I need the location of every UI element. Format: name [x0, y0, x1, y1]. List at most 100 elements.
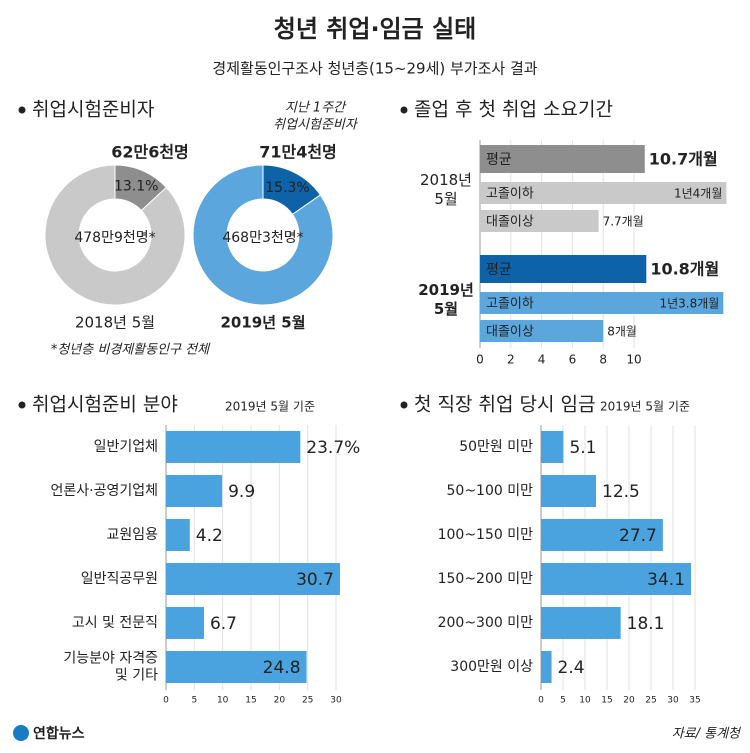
x-tick-label: 0 [476, 353, 484, 367]
value-label: 4.2 [196, 526, 223, 546]
bullet [18, 106, 26, 114]
logo-icon [13, 725, 29, 741]
group-label: 5월 [434, 190, 457, 208]
slice-label: 13.1% [114, 178, 158, 194]
bullet [18, 401, 26, 409]
category-label: 200~300 미만 [438, 615, 534, 631]
count-label: 62만6천명 [111, 143, 189, 162]
value-label: 6.7 [210, 614, 237, 634]
category-label: 100~150 미만 [438, 527, 534, 543]
x-tick-label: 0 [163, 696, 169, 706]
category-label: 고졸이하 [486, 297, 534, 312]
value-label: 24.8 [263, 658, 301, 678]
value-label: 2.4 [558, 658, 585, 678]
footnote: *청년층 비경제활동인구 전체 [51, 343, 211, 358]
bar [541, 519, 663, 551]
category-label: 평균 [486, 152, 512, 168]
pie-slice [44, 164, 186, 306]
group-label: 2019년 [418, 281, 474, 299]
x-tick-label: 25 [645, 696, 656, 706]
value-label: 12.5 [602, 482, 640, 502]
value-label: 1년3.8개월 [659, 297, 719, 311]
x-tick-label: 20 [274, 696, 286, 706]
category-label: 150~200 미만 [438, 571, 534, 587]
x-tick-label: 10 [579, 696, 591, 706]
x-tick-label: 15 [601, 696, 612, 706]
category-label: 대졸이상 [486, 325, 534, 340]
x-tick-label: 4 [538, 353, 546, 367]
logo: 연합뉴스 [33, 725, 85, 742]
bar [480, 182, 727, 204]
group-label: 5월 [434, 300, 458, 318]
x-tick-label: 5 [191, 696, 197, 706]
section-title: 첫 직장 취업 당시 임금 [414, 394, 595, 416]
count-label: 478만9천명* [74, 230, 155, 246]
category-label: 고시 및 전문직 [72, 615, 158, 631]
bar [541, 563, 692, 595]
bar [480, 255, 647, 283]
section-note: 2019년 5월 기준 [600, 400, 690, 414]
x-tick-label: 25 [302, 696, 313, 706]
category-label: 일반기업체 [94, 439, 158, 455]
group-label: 2018년 [420, 171, 472, 189]
category-label: 기능분야 자격증 [63, 651, 158, 667]
category-label: 평균 [486, 262, 512, 278]
bar [541, 475, 596, 507]
bar [541, 607, 621, 639]
category-label: 고졸이하 [486, 187, 534, 202]
x-tick-label: 20 [623, 696, 635, 706]
count-label: 468만3천명* [222, 230, 303, 246]
annotation: 취업시험준비자 [273, 118, 359, 133]
x-tick-label: 2 [507, 353, 515, 367]
bar [480, 145, 645, 173]
slice-label: 15.3% [265, 180, 309, 196]
value-label: 8개월 [607, 325, 637, 339]
bar [166, 431, 301, 463]
section-title: 취업시험준비자 [32, 99, 154, 121]
value-label: 18.1 [627, 614, 665, 634]
section-title: 취업시험준비 분야 [32, 394, 178, 416]
bar [166, 519, 190, 551]
category-label: 대졸이상 [486, 215, 534, 230]
x-tick-label: 8 [599, 353, 607, 367]
category-label: 일반직공무원 [81, 571, 158, 587]
x-tick-label: 30 [330, 696, 342, 706]
x-tick-label: 15 [245, 696, 256, 706]
x-tick-label: 6 [569, 353, 577, 367]
pie-name: 2018년 5월 [75, 314, 155, 332]
value-label: 1년4개월 [674, 187, 722, 201]
value-label: 9.9 [228, 482, 255, 502]
x-tick-label: 5 [560, 696, 566, 706]
value-label: 5.1 [569, 438, 596, 458]
value-label: 10.7개월 [649, 150, 718, 169]
category-label: 언론사·공영기업체 [51, 483, 159, 499]
bar [480, 320, 604, 342]
source: 자료/ 통계청 [672, 727, 742, 742]
section-note: 2019년 5월 기준 [225, 400, 315, 414]
section-title: 졸업 후 첫 취업 소요기간 [414, 99, 613, 121]
category-label: 50~100 미만 [447, 483, 534, 499]
bar [541, 651, 552, 683]
annotation: 지난 1주간 [285, 101, 347, 116]
x-tick-label: 10 [217, 696, 229, 706]
page-title: 청년 취업·임금 실태 [274, 15, 476, 43]
bar [480, 210, 599, 232]
value-label: 7.7개월 [603, 215, 644, 229]
value-label: 34.1 [647, 570, 685, 590]
page-subtitle: 경제활동인구조사 청년층(15~29세) 부가조사 결과 [212, 60, 537, 78]
value-label: 10.8개월 [650, 260, 719, 279]
category-label: 및 기타 [115, 668, 158, 684]
bar [166, 475, 223, 507]
bar [166, 563, 340, 595]
pie-name: 2019년 5월 [220, 314, 305, 332]
x-tick-label: 30 [667, 696, 679, 706]
x-tick-label: 35 [689, 696, 700, 706]
bullet [400, 106, 408, 114]
value-label: 23.7% [306, 438, 360, 458]
bullet [400, 401, 408, 409]
category-label: 교원임용 [106, 527, 158, 543]
bar [166, 607, 204, 639]
x-tick-label: 10 [626, 353, 641, 367]
